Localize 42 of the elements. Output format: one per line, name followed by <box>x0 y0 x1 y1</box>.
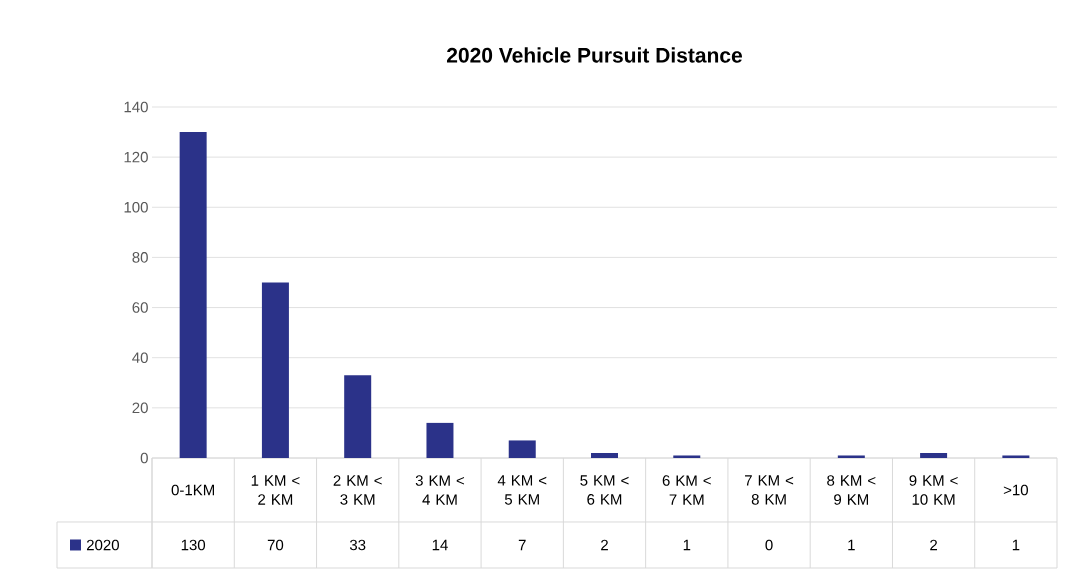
bar <box>920 452 948 458</box>
x-tick-label: 3 KM < 4 KM <box>415 475 465 505</box>
data-label: 70 <box>267 539 284 551</box>
data-label: 0 <box>765 539 773 551</box>
y-tick-label: 100 <box>124 201 148 213</box>
y-tick-label: 140 <box>124 101 148 113</box>
y-tick-label: 60 <box>132 302 148 313</box>
data-label: 2 <box>930 539 938 551</box>
x-tick-label: 8 KM < 9 KM <box>827 475 876 505</box>
data-label: 1 <box>848 539 855 551</box>
y-tick-label: 80 <box>132 252 148 263</box>
bar <box>261 282 289 458</box>
x-tick-label: 5 KM < 6 KM <box>580 475 629 505</box>
data-label: 1 <box>683 539 691 551</box>
data-label: 130 <box>181 539 206 551</box>
bar <box>837 455 865 458</box>
bar <box>344 375 372 458</box>
x-tick-label: 6 KM < 7 KM <box>662 475 711 505</box>
data-label: 7 <box>518 539 526 551</box>
bar <box>673 455 701 458</box>
legend-label: 2020 <box>86 539 119 551</box>
x-tick-label: 0-1KM <box>171 484 214 496</box>
data-label: 2 <box>601 539 608 551</box>
bar <box>591 452 619 458</box>
chart-title: 2020 Vehicle Pursuit Distance <box>446 47 743 63</box>
y-tick-label: 120 <box>124 151 148 163</box>
data-label: 14 <box>432 539 448 551</box>
x-tick-label: 4 KM < 5 KM <box>497 475 547 505</box>
y-tick-label: 20 <box>132 402 148 414</box>
bar <box>508 440 536 458</box>
x-tick-label: >10 <box>1003 484 1028 496</box>
bar <box>1002 455 1030 458</box>
x-tick-label: 9 KM < 10 KM <box>909 475 958 505</box>
y-tick-label: 40 <box>132 352 148 364</box>
bar <box>179 132 207 458</box>
x-tick-label: 7 KM < 8 KM <box>745 475 794 505</box>
data-label: 1 <box>1012 539 1020 551</box>
y-tick-label: 0 <box>140 452 148 464</box>
data-label: 33 <box>349 539 366 551</box>
x-tick-label: 2 KM < 3 KM <box>333 475 382 505</box>
x-tick-label: 1 KM < 2 KM <box>251 475 300 505</box>
bar <box>426 422 454 458</box>
